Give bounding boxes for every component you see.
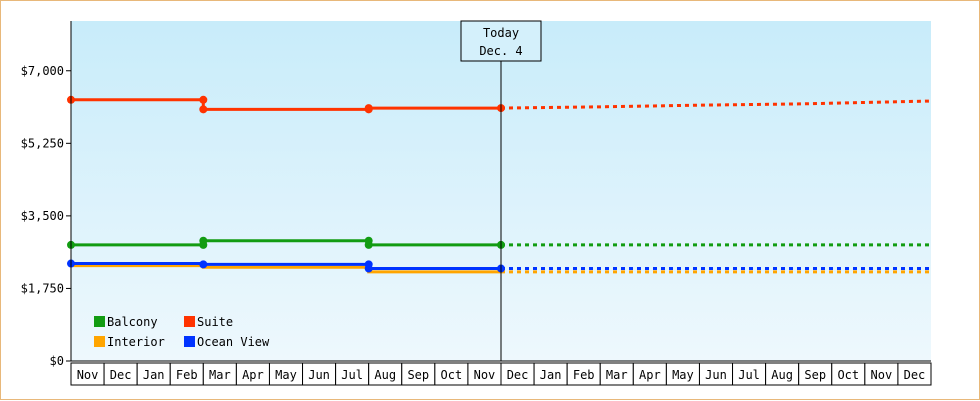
legend-label-interior: Interior — [107, 335, 165, 349]
x-tick-label: Oct — [441, 368, 463, 382]
x-tick-label: Oct — [837, 368, 859, 382]
data-point-suite — [199, 105, 208, 114]
x-tick-label: May — [275, 368, 297, 382]
data-point-balcony — [364, 240, 373, 249]
x-tick-label: Jun — [705, 368, 727, 382]
y-tick-label: $0 — [50, 354, 64, 368]
today-box — [460, 20, 542, 62]
series-line-balcony — [71, 239, 501, 247]
y-tick-label: $7,000 — [21, 64, 64, 78]
x-tick-label: Mar — [606, 368, 628, 382]
x-tick-label: May — [672, 368, 694, 382]
x-tick-label: Feb — [176, 368, 198, 382]
legend-label-ocean-view: Ocean View — [197, 335, 270, 349]
x-tick-label: Apr — [242, 368, 264, 382]
x-tick-label: Jul — [341, 368, 363, 382]
x-tick-label: Dec — [110, 368, 132, 382]
x-tick-label: Aug — [771, 368, 793, 382]
x-tick-label: Dec — [507, 368, 529, 382]
x-tick-label: Jul — [738, 368, 760, 382]
x-tick-label: Nov — [871, 368, 893, 382]
x-tick-label: Sep — [804, 368, 826, 382]
y-tick-label: $5,250 — [21, 136, 64, 150]
x-tick-label: Feb — [573, 368, 595, 382]
x-tick-label: Apr — [639, 368, 661, 382]
x-tick-label: Mar — [209, 368, 231, 382]
series-line-ocean-view — [71, 262, 501, 271]
data-point-suite — [364, 104, 373, 113]
y-tick-label: $1,750 — [21, 281, 64, 295]
x-tick-label: Nov — [474, 368, 496, 382]
data-point-suite — [199, 95, 208, 104]
data-point-ocean-view — [364, 264, 373, 273]
legend-swatch-interior — [94, 336, 105, 347]
x-tick-label: Sep — [407, 368, 429, 382]
legend-swatch-suite — [184, 316, 195, 327]
x-tick-label: Nov — [77, 368, 99, 382]
series-line-suite — [71, 98, 501, 111]
legend-label-suite: Suite — [197, 315, 233, 329]
data-point-balcony — [199, 236, 208, 245]
y-tick-label: $3,500 — [21, 209, 64, 223]
data-point-ocean-view — [199, 260, 208, 269]
x-tick-label: Aug — [374, 368, 396, 382]
today-date: Dec. 4 — [479, 44, 522, 58]
x-tick-label: Dec — [904, 368, 926, 382]
legend-swatch-ocean-view — [184, 336, 195, 347]
today-label: Today — [483, 26, 519, 40]
x-tick-label: Jun — [308, 368, 330, 382]
series-forecast-suite — [500, 99, 932, 110]
legend-swatch-balcony — [94, 316, 105, 327]
x-tick-label: Jan — [143, 368, 165, 382]
x-tick-label: Jan — [540, 368, 562, 382]
series-line-interior — [71, 264, 501, 274]
legend-label-balcony: Balcony — [107, 315, 158, 329]
x-tick-box — [897, 362, 932, 386]
